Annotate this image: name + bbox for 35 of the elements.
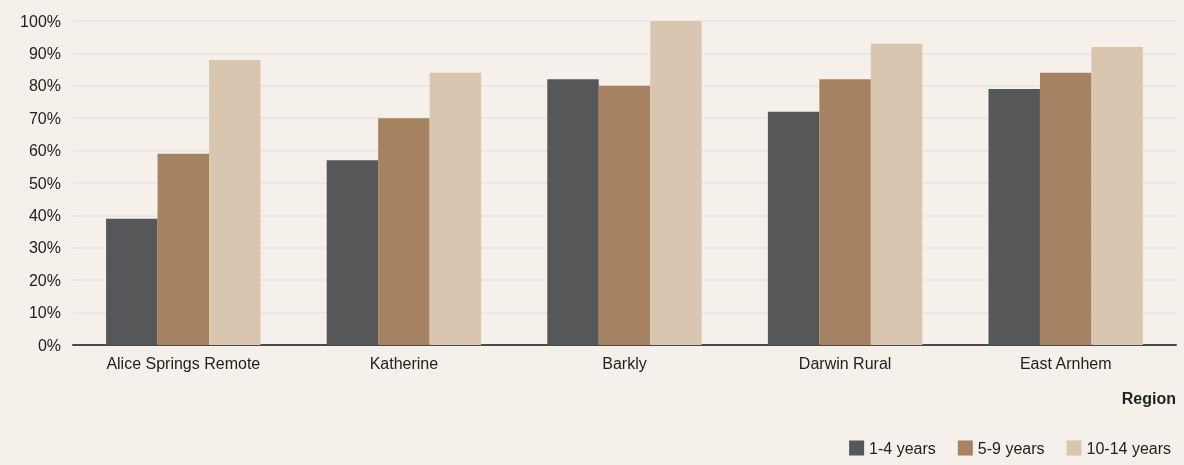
y-tick-label: 20% bbox=[28, 271, 61, 289]
x-tick-label: East Arnhem bbox=[1019, 354, 1112, 372]
bar bbox=[547, 79, 599, 345]
x-tick-label: Darwin Rural bbox=[798, 354, 892, 372]
bar bbox=[429, 72, 482, 345]
x-tick-label: Barkly bbox=[602, 354, 647, 372]
legend-label: 5-9 years bbox=[977, 439, 1045, 457]
bar bbox=[326, 160, 379, 345]
y-tick-label: 30% bbox=[28, 239, 61, 257]
y-tick-label: 70% bbox=[28, 109, 61, 127]
bar bbox=[1091, 46, 1143, 345]
y-tick-label: 90% bbox=[28, 44, 61, 62]
legend-label: 1-4 years bbox=[869, 439, 936, 457]
y-tick-label: 0% bbox=[37, 336, 61, 354]
bar bbox=[819, 79, 871, 345]
bar bbox=[209, 59, 261, 345]
bar bbox=[650, 21, 702, 345]
y-tick-label: 50% bbox=[28, 174, 61, 192]
bar bbox=[106, 218, 158, 345]
bar bbox=[378, 118, 430, 345]
bar bbox=[767, 111, 820, 345]
bar bbox=[157, 153, 210, 345]
bar bbox=[988, 89, 1040, 345]
y-tick-label: 10% bbox=[28, 304, 61, 322]
bar bbox=[1039, 72, 1092, 345]
y-tick-label: 60% bbox=[28, 142, 61, 160]
x-tick-label: Katherine bbox=[369, 354, 439, 372]
bar bbox=[598, 85, 651, 345]
y-tick-label: 100% bbox=[20, 12, 61, 30]
bar bbox=[870, 43, 923, 345]
x-tick-label: Alice Springs Remote bbox=[106, 354, 261, 372]
y-tick-label: 80% bbox=[28, 77, 61, 95]
x-axis-title: Region bbox=[1121, 389, 1176, 407]
y-tick-label: 40% bbox=[28, 206, 61, 224]
legend-label: 10-14 years bbox=[1086, 439, 1172, 457]
